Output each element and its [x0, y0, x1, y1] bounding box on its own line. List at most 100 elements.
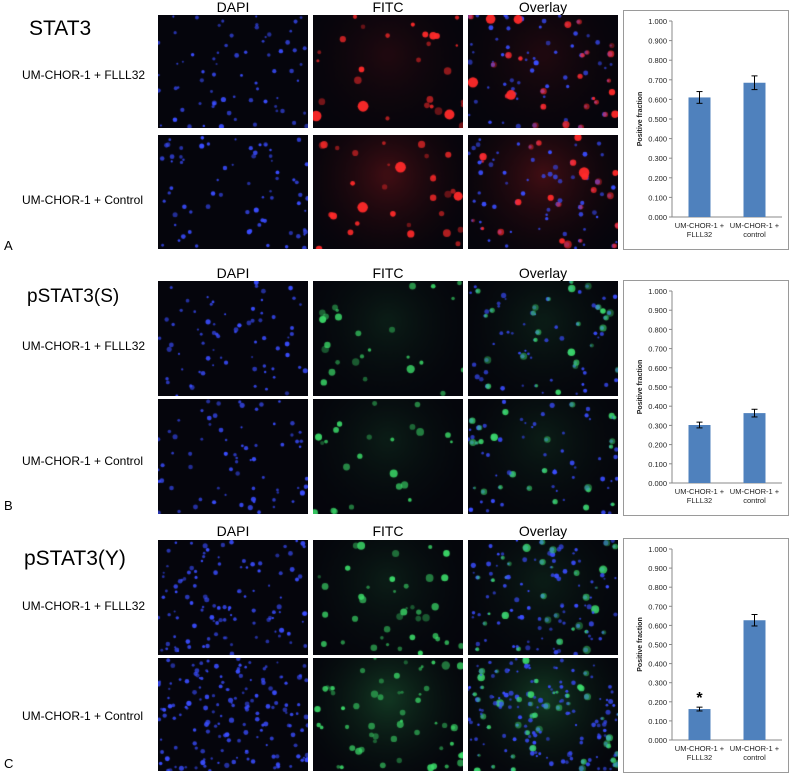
y-tick-label: 0.800: [648, 56, 667, 65]
bar: [688, 425, 711, 483]
y-tick-label: 0.800: [648, 583, 667, 592]
row-label-treated: UM-CHOR-1 + FLLL32: [22, 599, 146, 613]
y-tick-label: 0.600: [648, 95, 667, 104]
micrograph-canvas: [468, 135, 618, 249]
micrograph-fitc-control: [313, 658, 463, 771]
column-header-overlay: Overlay: [518, 523, 568, 539]
y-tick-label: 0.900: [648, 37, 667, 46]
micrograph-canvas: [158, 658, 308, 771]
x-category-label: UM-CHOR-1 + control: [730, 221, 780, 239]
micrograph-canvas: [158, 281, 308, 396]
micrograph-canvas: [313, 281, 463, 396]
y-tick-label: 0.000: [648, 479, 667, 488]
bar: [688, 97, 711, 217]
micrograph-overlay-control: [468, 135, 618, 249]
panel-letter: A: [4, 238, 13, 253]
y-tick-label: 0.700: [648, 345, 667, 354]
y-tick-label: 0.700: [648, 76, 667, 85]
y-tick-label: 1.000: [648, 545, 667, 554]
column-header-fitc: FITC: [372, 265, 404, 281]
y-tick-label: 0.000: [648, 736, 667, 745]
column-header-dapi: DAPI: [216, 523, 250, 539]
micrograph-canvas: [313, 399, 463, 514]
micrograph-fitc-treated: [313, 15, 463, 128]
micrograph-canvas: [158, 15, 308, 128]
column-header-dapi: DAPI: [216, 265, 250, 281]
chart-svg: 0.000 0.100 0.200 0.300 0.400 0.500 0.600 0.700…: [637, 287, 782, 505]
micrograph-overlay-treated: [468, 540, 618, 655]
panel-letter: B: [4, 498, 13, 513]
micrograph-overlay-control: [468, 658, 618, 771]
micrograph-canvas: [468, 281, 618, 396]
y-tick-label: 0.100: [648, 193, 667, 202]
row-label-control: UM-CHOR-1 + Control: [22, 709, 144, 723]
y-tick-label: 0.200: [648, 698, 667, 707]
micrograph-dapi-treated: [158, 281, 308, 396]
micrograph-overlay-treated: [468, 281, 618, 396]
x-category-label: UM-CHOR-1 + FLLL32: [675, 744, 725, 762]
chart-svg: 0.000 0.100 0.200 0.300 0.400 0.500 0.600 0.700…: [637, 545, 782, 762]
y-tick-label: 0.300: [648, 154, 667, 163]
y-tick-label: 0.400: [648, 660, 667, 669]
y-tick-label: 1.000: [648, 287, 667, 296]
panel-letter: C: [4, 756, 14, 771]
micrograph-canvas: [158, 399, 308, 514]
micrograph-canvas: [313, 15, 463, 128]
micrograph-fitc-treated: [313, 281, 463, 396]
chart-svg: 0.000 0.100 0.200 0.300 0.400 0.500 0.600 0.700…: [637, 17, 782, 239]
x-category-label: UM-CHOR-1 + control: [730, 487, 780, 505]
micrograph-dapi-control: [158, 135, 308, 249]
y-tick-label: 0.500: [648, 641, 667, 650]
micrograph-overlay-treated: [468, 15, 618, 128]
y-tick-label: 0.300: [648, 679, 667, 688]
micrograph-dapi-treated: [158, 15, 308, 128]
panel-target-label: STAT3: [29, 17, 92, 40]
micrograph-canvas: [158, 540, 308, 655]
y-tick-label: 0.900: [648, 564, 667, 573]
micrograph-overlay-control: [468, 399, 618, 514]
micrograph-fitc-control: [313, 399, 463, 514]
y-tick-label: 0.200: [648, 174, 667, 183]
panel-a: DAPI FITC Overlay STAT3 UM-CHOR-1 + FLLL…: [0, 0, 800, 262]
micrograph-dapi-control: [158, 399, 308, 514]
micrograph-canvas: [158, 135, 308, 249]
y-tick-label: 0.100: [648, 460, 667, 469]
y-tick-label: 0.000: [648, 213, 667, 222]
row-label-treated: UM-CHOR-1 + FLLL32: [22, 68, 146, 82]
micrograph-canvas: [468, 399, 618, 514]
micrograph-canvas: [468, 540, 618, 655]
micrograph-canvas: [313, 658, 463, 771]
column-header-dapi: DAPI: [216, 0, 250, 15]
panel-c: DAPI FITC Overlay pSTAT3(Y) UM-CHOR-1 + …: [0, 520, 800, 774]
y-tick-label: 0.900: [648, 306, 667, 315]
y-axis-label: Positive fraction: [637, 360, 644, 414]
y-tick-label: 0.800: [648, 325, 667, 334]
y-tick-label: 0.600: [648, 364, 667, 373]
row-label-treated: UM-CHOR-1 + FLLL32: [22, 339, 146, 353]
micrograph-dapi-treated: [158, 540, 308, 655]
y-axis-label: Positive fraction: [637, 617, 644, 671]
x-category-label: UM-CHOR-1 + control: [730, 744, 780, 762]
micrograph-canvas: [468, 15, 618, 128]
bar-chart-c: 0.000 0.100 0.200 0.300 0.400 0.500 0.600 0.700…: [623, 538, 789, 773]
y-tick-label: 0.500: [648, 115, 667, 124]
micrograph-canvas: [468, 658, 618, 771]
x-category-label: UM-CHOR-1 + FLLL32: [675, 221, 725, 239]
micrograph-fitc-control: [313, 135, 463, 249]
y-tick-label: 0.400: [648, 135, 667, 144]
panel-target-label: pSTAT3(Y): [24, 547, 126, 570]
y-tick-label: 0.600: [648, 621, 667, 630]
y-tick-label: 0.300: [648, 421, 667, 430]
micrograph-canvas: [313, 135, 463, 249]
panel-b: DAPI FITC Overlay pSTAT3(S) UM-CHOR-1 + …: [0, 262, 800, 520]
bar: [743, 620, 766, 740]
y-axis-label: Positive fraction: [637, 92, 644, 146]
y-tick-label: 1.000: [648, 17, 667, 26]
row-label-control: UM-CHOR-1 + Control: [22, 454, 144, 468]
y-tick-label: 0.500: [648, 383, 667, 392]
column-header-overlay: Overlay: [518, 265, 568, 281]
column-header-fitc: FITC: [372, 523, 404, 539]
micrograph-fitc-treated: [313, 540, 463, 655]
row-label-control: UM-CHOR-1 + Control: [22, 193, 144, 207]
column-header-overlay: Overlay: [518, 0, 568, 15]
